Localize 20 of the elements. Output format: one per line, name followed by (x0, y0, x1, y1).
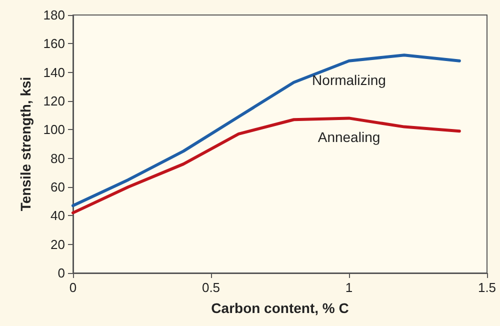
y-tick-label: 160 (43, 36, 65, 52)
x-tick-label: 1 (345, 280, 353, 295)
y-tick-label: 20 (50, 236, 65, 252)
line-series (72, 116, 461, 214)
y-tick-label: 140 (43, 64, 65, 80)
y-tick-label: 100 (43, 122, 65, 138)
y-axis-title: Tensile strength, ksi (17, 76, 34, 212)
y-tick-label: 180 (43, 8, 65, 22)
line-series (72, 54, 461, 208)
y-tick-label: 60 (50, 180, 65, 194)
y-tick-label: 0 (58, 266, 65, 280)
y-tick-label: 120 (43, 94, 65, 108)
y-tick-label: 80 (50, 150, 65, 166)
x-axis-title: Carbon content, % C (211, 300, 349, 316)
x-tick-label: 0 (69, 280, 77, 295)
series-label: Annealing (318, 129, 380, 146)
x-tick-label: 1.5 (478, 280, 496, 295)
x-tick-label: 0.5 (202, 280, 220, 295)
series-label: Normalizing (312, 72, 386, 88)
y-tick-label: 40 (50, 208, 65, 224)
